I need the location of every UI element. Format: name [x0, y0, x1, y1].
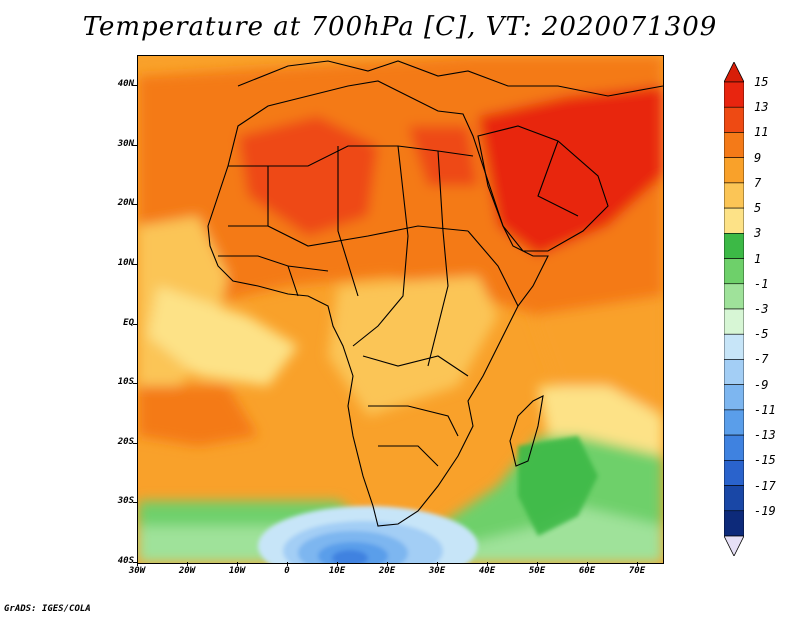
colorbar-label: 5 — [754, 201, 762, 216]
colorbar-swatch — [724, 207, 744, 234]
colorbar-lower-arrow — [724, 535, 744, 556]
colorbar-label: -1 — [754, 276, 769, 291]
colorbar — [724, 62, 744, 556]
lat-tick-label: 10N — [117, 257, 134, 268]
lat-tick-mark — [133, 144, 137, 146]
lon-tick-mark — [187, 562, 188, 566]
colorbar-swatch — [724, 308, 744, 335]
lon-tick-mark — [587, 562, 588, 566]
colorbar-label: 15 — [754, 75, 769, 89]
lon-tick-label: 10E — [328, 566, 346, 576]
lat-tick-mark — [133, 562, 137, 563]
lat-tick-label: 20N — [117, 198, 134, 209]
lat-tick-label: 30S — [117, 496, 134, 507]
lon-tick-mark — [287, 562, 288, 566]
colorbar-upper-arrow — [724, 62, 744, 83]
lat-tick-label: 10S — [117, 377, 134, 388]
map-panel — [137, 55, 664, 564]
colorbar-swatch — [724, 233, 744, 259]
colorbar-swatch — [724, 81, 744, 108]
colorbar-swatch — [724, 333, 744, 360]
lat-tick-mark — [133, 323, 137, 325]
lat-tick-label: 30N — [117, 138, 134, 149]
lon-tick-label: 20E — [378, 566, 396, 576]
lon-tick-mark — [237, 562, 238, 566]
colorbar-label: -11 — [754, 402, 776, 417]
colorbar-label: -13 — [754, 428, 776, 443]
colorbar-swatch — [724, 283, 744, 310]
colorbar-label: -3 — [754, 302, 769, 316]
lon-tick-label: 10W — [228, 566, 246, 576]
field-contours — [138, 56, 663, 563]
cold-pocket — [258, 506, 478, 563]
colorbar-label: 11 — [754, 125, 769, 140]
colorbar-swatch — [724, 157, 744, 184]
colorbar-label: -9 — [754, 377, 769, 392]
colorbar-label: -7 — [754, 352, 769, 367]
lon-tick-mark — [637, 562, 638, 566]
colorbar-label: -15 — [754, 453, 776, 468]
lat-tick-label: 40S — [117, 556, 134, 566]
colorbar-label: 3 — [754, 226, 762, 241]
lat-tick-mark — [133, 383, 137, 385]
lon-tick-mark — [537, 562, 538, 566]
lat-tick-mark — [133, 442, 137, 444]
lat-tick-mark — [133, 204, 137, 206]
colorbar-swatch — [724, 106, 744, 133]
lon-tick-label: 30W — [128, 566, 146, 576]
colorbar-swatch — [724, 384, 744, 411]
colorbar-swatch — [724, 485, 744, 512]
colorbar-swatch — [724, 409, 744, 436]
colorbar-swatch — [724, 510, 744, 537]
colorbar-label: -5 — [754, 327, 769, 342]
lat-tick-label: 20S — [117, 436, 134, 447]
coastlines — [207, 60, 663, 527]
lon-tick-label: 40E — [478, 566, 496, 576]
lat-tick-mark — [133, 502, 137, 504]
lon-tick-label: 60E — [578, 566, 596, 576]
colorbar-swatch — [724, 182, 744, 209]
colorbar-swatch — [724, 460, 744, 486]
lon-tick-label: 0 — [284, 566, 290, 576]
colorbar-label: -19 — [754, 503, 776, 518]
colorbar-label: 1 — [754, 251, 762, 266]
lon-tick-label: 70E — [628, 566, 646, 576]
lon-tick-mark — [437, 562, 438, 566]
colorbar-label: 13 — [754, 100, 769, 115]
lon-tick-label: 30E — [428, 566, 446, 576]
lat-tick-mark — [133, 85, 137, 86]
lat-tick-label: 40N — [117, 79, 134, 89]
lon-tick-mark — [387, 562, 388, 566]
colorbar-swatch — [724, 434, 744, 461]
lat-tick-label: EQ — [123, 317, 134, 328]
lon-tick-label: 20W — [178, 566, 196, 576]
map-title: Temperature at 700hPa [C], VT: 202007130… — [82, 12, 718, 42]
colorbar-swatch — [724, 258, 744, 285]
lat-tick-mark — [133, 263, 137, 265]
credit-text: GrADS: IGES/COLA — [4, 604, 91, 614]
lon-tick-mark — [337, 562, 338, 566]
colorbar-label: 9 — [754, 150, 762, 165]
colorbar-swatch — [724, 359, 744, 385]
lon-tick-mark — [487, 562, 488, 566]
lon-tick-mark — [137, 562, 138, 566]
colorbar-label: -17 — [754, 478, 776, 493]
temperature-field — [138, 56, 663, 563]
colorbar-swatch — [724, 132, 744, 158]
colorbar-label: 7 — [754, 175, 762, 190]
lon-tick-label: 50E — [528, 566, 546, 576]
